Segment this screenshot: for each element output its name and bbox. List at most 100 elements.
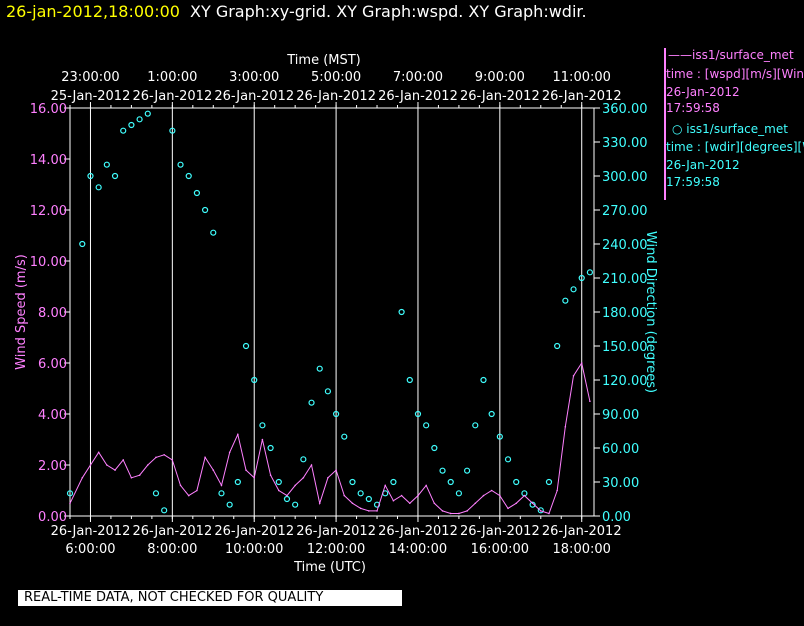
x-tick-date-mst: 26-Jan-2012 [296, 89, 376, 104]
x-tick-date-utc: 26-Jan-2012 [460, 524, 540, 539]
wdir-point [193, 189, 201, 197]
wdir-point [275, 478, 282, 486]
y2-tick-label: 360.00 [602, 102, 648, 117]
wspd-point [212, 469, 215, 471]
wspd-point [310, 464, 313, 466]
wspd-point [97, 451, 100, 454]
wdir-point [169, 127, 176, 134]
wspd-series [69, 361, 591, 515]
wdir-point [251, 376, 258, 384]
x-tick-time-utc: 6:00:00 [65, 542, 115, 557]
wdir-point [578, 274, 585, 282]
wdir-point [259, 422, 266, 429]
y2-tick-label: 330.00 [602, 136, 648, 151]
wdir-point [226, 501, 233, 508]
x-tick-time-utc: 8:00:00 [147, 542, 197, 557]
wdir-point [365, 495, 372, 503]
wspd-point [539, 510, 542, 512]
wspd-point [261, 438, 264, 441]
legend-wdir-time: 17:59:58 [666, 175, 720, 189]
x-tick-time-mst: 7:00:00 [393, 70, 443, 85]
wdir-point [529, 501, 536, 508]
wspd-point [523, 494, 526, 497]
x-tick-time-utc: 16:00:00 [471, 542, 529, 557]
wdir-point [218, 490, 225, 497]
wdir-point [324, 388, 332, 395]
x-tick-time-mst: 3:00:00 [229, 70, 279, 85]
legend-rule [664, 48, 666, 200]
x-tick-date-mst: 25-Jan-2012 [51, 89, 131, 104]
x-tick-time-utc: 10:00:00 [225, 542, 283, 557]
wspd-point [277, 489, 280, 492]
wdir-point [504, 456, 512, 463]
legend-wdir-name: ○ iss1/surface_met [672, 122, 788, 136]
wdir-point [210, 229, 217, 236]
wspd-point [253, 476, 256, 479]
wdir-point [87, 172, 94, 180]
y2-tick-label: 120.00 [602, 374, 648, 389]
x-tick-date-utc: 26-Jan-2012 [132, 524, 212, 539]
wspd-point [433, 502, 436, 505]
x-tick-time-utc: 12:00:00 [307, 542, 365, 557]
wdir-point [488, 410, 495, 418]
y2-tick-label: 0.00 [602, 510, 631, 525]
x-tick-time-utc: 18:00:00 [553, 542, 611, 557]
x-tick-date-utc: 26-Jan-2012 [296, 524, 376, 539]
plot-area: 26-Jan-2012 6:00:00 23:00:00 25-Jan-2012 26-… [14, 53, 658, 575]
wspd-point [327, 476, 329, 479]
wspd-point [449, 512, 452, 515]
wspd-point [368, 510, 370, 512]
x-tick-date-mst: 26-Jan-2012 [378, 89, 458, 104]
wspd-point [376, 510, 378, 512]
axes [64, 102, 600, 522]
x-tick-date-utc: 26-Jan-2012 [378, 524, 458, 539]
x-tick-time-mst: 1:00:00 [147, 70, 197, 85]
x-axis-title: Time (UTC) [293, 560, 366, 575]
wspd-point [114, 469, 116, 471]
wspd-point [122, 459, 125, 461]
y2-tick-label: 300.00 [602, 170, 648, 185]
wspd-point [359, 507, 362, 510]
quality-warning: REAL-TIME DATA, NOT CHECKED FOR QUALITY [18, 590, 402, 606]
wdir-point [316, 365, 323, 372]
x-tick-time-mst: 23:00:00 [61, 70, 119, 85]
gridlines [89, 108, 583, 516]
x-tick-time-mst: 5:00:00 [311, 70, 361, 85]
x-tick-date-mst: 26-Jan-2012 [214, 89, 294, 104]
y2-tick-label: 60.00 [602, 442, 639, 457]
wdir-point [406, 376, 413, 384]
wdir-point [341, 433, 348, 440]
y-tick-label: 6.00 [38, 357, 67, 372]
wdir-point [300, 456, 307, 463]
legend-wspd-line2: time : [wspd][m/s][Wind [666, 67, 804, 81]
wdir-point [267, 444, 274, 452]
y-tick-label: 4.00 [38, 408, 67, 423]
wdir-point [185, 172, 192, 180]
wdir-point [136, 116, 143, 123]
wspd-point [351, 502, 354, 505]
wspd-point [392, 499, 395, 502]
legend-wspd-time: 17:59:58 [666, 101, 720, 115]
wdir-point [496, 433, 503, 440]
wspd-point [228, 451, 231, 454]
wdir-point [66, 490, 74, 497]
wspd-point [507, 507, 509, 510]
wspd-point [204, 456, 206, 459]
wspd-line [69, 361, 591, 515]
wspd-point [155, 456, 157, 459]
wspd-point [580, 362, 583, 364]
wdir-point [332, 410, 340, 418]
y-tick-label: 8.00 [38, 306, 67, 321]
wdir-point [128, 121, 135, 129]
wspd-point [490, 489, 493, 492]
x-tick-date-utc: 26-Jan-2012 [214, 524, 294, 539]
wspd-point [237, 433, 239, 436]
wspd-point [548, 512, 550, 515]
wdir-point [513, 478, 520, 486]
y2-tick-label: 210.00 [602, 272, 648, 287]
wdir-point [283, 495, 291, 503]
y-tick-label: 10.00 [30, 255, 67, 270]
x-tick-date-mst: 26-Jan-2012 [460, 89, 540, 104]
x-tick-date-utc: 26-Jan-2012 [542, 524, 622, 539]
